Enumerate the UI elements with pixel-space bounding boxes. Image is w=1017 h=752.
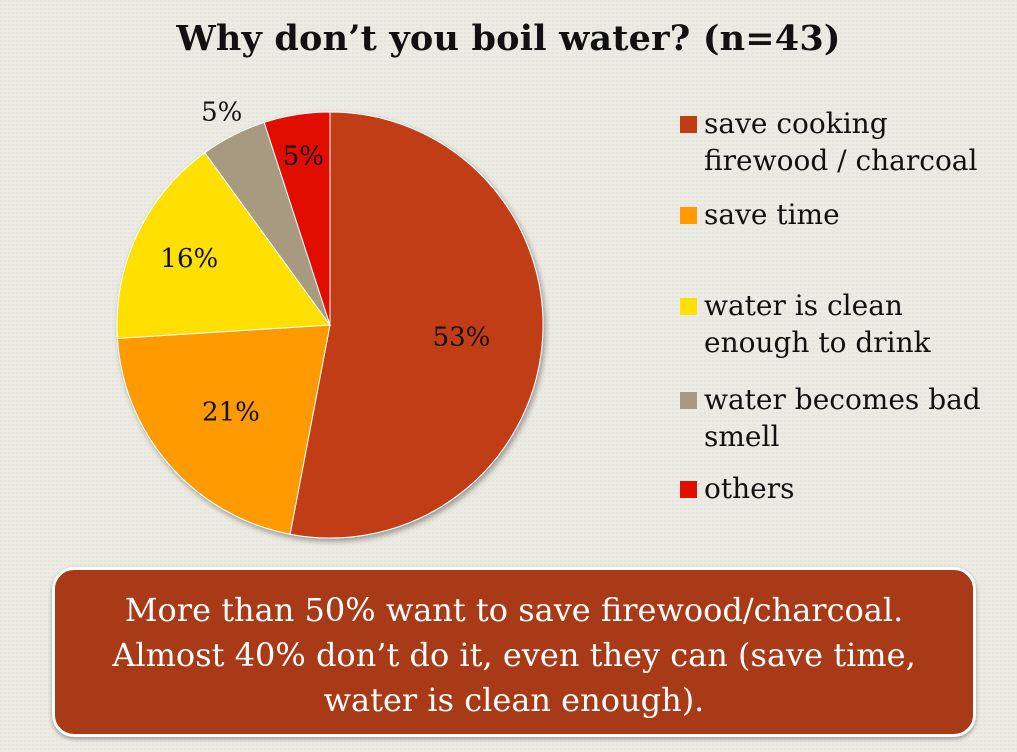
summary-callout: More than 50% want to save firewood/char… xyxy=(52,567,976,737)
legend-label: save time xyxy=(704,198,840,231)
pie-slice xyxy=(263,111,331,326)
legend-label: water is clean enough to drink xyxy=(704,289,931,359)
legend-label: water becomes bad smell xyxy=(704,383,981,453)
chart-title: Why don’t you boil water? (n=43) xyxy=(176,18,841,59)
pie-slice xyxy=(289,111,544,539)
slice-label: 5% xyxy=(201,97,242,127)
legend-item: save cooking firewood / charcoal xyxy=(680,105,977,179)
legend-label: others xyxy=(704,472,795,505)
legend-item: water is clean enough to drink xyxy=(680,287,931,361)
pie-slice xyxy=(116,151,331,339)
slice-label: 5% xyxy=(283,142,324,172)
legend-swatch xyxy=(680,481,697,498)
legend-item: water becomes bad smell xyxy=(680,381,981,455)
legend-swatch xyxy=(680,298,697,315)
slice-label: 16% xyxy=(160,244,218,274)
legend-swatch xyxy=(680,207,697,224)
legend-label: save cooking firewood / charcoal xyxy=(704,107,978,177)
legend-item: save time xyxy=(680,196,840,233)
slice-label: 53% xyxy=(433,322,491,352)
legend-item: others xyxy=(680,470,794,507)
legend-swatch xyxy=(680,116,697,133)
pie-slice xyxy=(116,324,331,535)
legend-swatch xyxy=(680,392,697,409)
pie-chart: 53% 21% 16% 5% 5% xyxy=(116,97,544,539)
slice-label: 21% xyxy=(202,397,260,427)
